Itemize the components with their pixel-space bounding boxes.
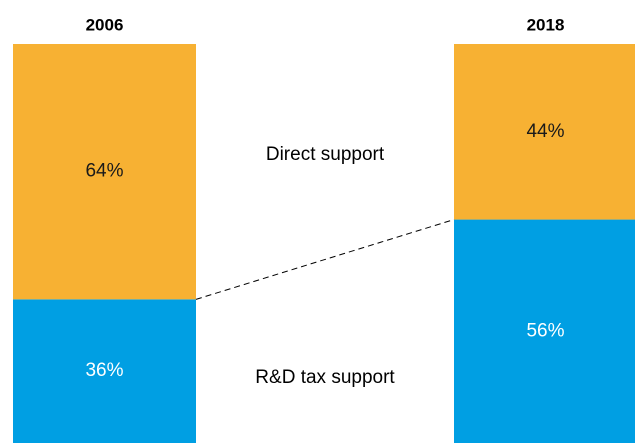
- value-label: 64%: [85, 161, 123, 182]
- bar-segment: [454, 219, 635, 443]
- value-label: 44%: [526, 121, 564, 142]
- connector: [195, 219, 455, 300]
- category-label: 2006: [86, 15, 124, 34]
- value-label: 56%: [526, 320, 564, 341]
- bar-segment: [13, 299, 196, 443]
- bar-segment: [454, 44, 635, 220]
- value-label: 36%: [85, 360, 123, 381]
- legend-label: R&D tax support: [255, 367, 395, 388]
- bar-segment: [13, 44, 196, 300]
- category-label: 2018: [527, 15, 565, 34]
- legend-label: Direct support: [266, 144, 385, 165]
